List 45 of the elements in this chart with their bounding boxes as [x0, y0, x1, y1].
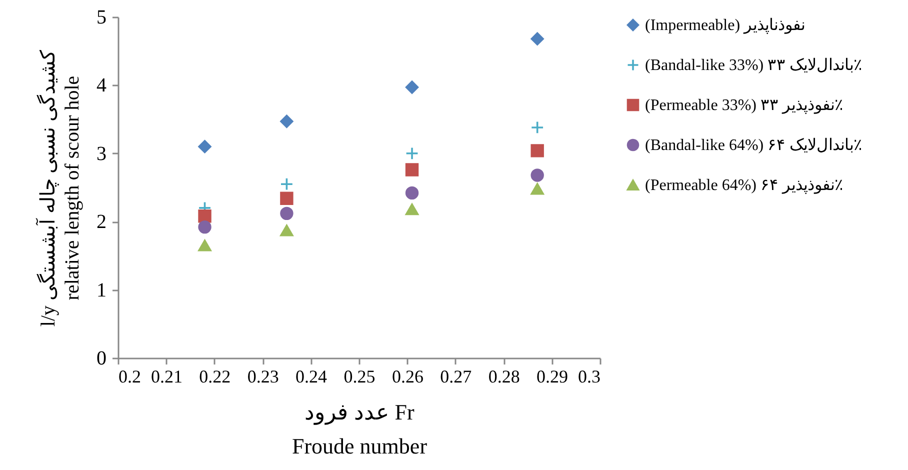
x-tick-label: 0.27: [440, 366, 472, 386]
legend-label: (Bandal-like 33%) باندال‌لایک ۳۳٪: [645, 57, 863, 74]
x-tick-label: 0.2: [118, 366, 141, 386]
point: [280, 177, 294, 191]
x-tick-label: 0.25: [344, 366, 376, 386]
legend-label: (Permeable 64%) نفوذپذیر ۶۴٪: [645, 177, 844, 194]
x-tick-label: 0.28: [488, 366, 520, 386]
point: [198, 220, 212, 234]
x-tick-label: 0.29: [536, 366, 568, 386]
y-tick-label: 3: [96, 142, 106, 165]
x-tick-label: 0.24: [296, 366, 328, 386]
point: [405, 186, 419, 200]
text: relative length of scour hole: [62, 76, 84, 300]
point: [198, 210, 212, 223]
point: [198, 140, 212, 154]
y-tick-label: 4: [96, 74, 106, 97]
point: [405, 80, 419, 94]
text: Froude number: [292, 434, 428, 458]
x-tick-label: 0.23: [247, 366, 279, 386]
x-tick-label: 0.26: [392, 366, 424, 386]
y-tick-label: 2: [96, 211, 106, 234]
point: [530, 168, 544, 182]
point: [280, 192, 294, 206]
y-tick-label: 0: [96, 348, 106, 370]
text: عدد فرود Fr: [304, 400, 414, 424]
point: [530, 183, 544, 195]
y-tick-label: 5: [96, 6, 106, 28]
x-tick-label: 0.3: [578, 366, 600, 386]
text: l/y کشیدگی نسبی چاله آبشستگی: [38, 49, 60, 327]
point: [530, 32, 544, 46]
legend-label: (Impermeable) نفوذناپذیر: [645, 17, 806, 34]
x-tick-label: 0.22: [199, 366, 231, 386]
point: [530, 144, 544, 158]
point: [280, 224, 294, 236]
point: [405, 163, 419, 176]
point: [405, 146, 419, 160]
legend-label: (Permeable 33%) نفوذپذیر ۳۳٪: [645, 97, 844, 114]
point: [405, 203, 419, 216]
legend-label: (Bandal-like 64%) باندال‌لایک ۶۴٪: [645, 137, 863, 154]
point: [530, 120, 544, 134]
point: [198, 240, 212, 252]
x-tick-label: 0.21: [150, 366, 182, 386]
point: [280, 206, 294, 220]
y-tick-label: 1: [96, 279, 106, 302]
point: [280, 114, 294, 128]
